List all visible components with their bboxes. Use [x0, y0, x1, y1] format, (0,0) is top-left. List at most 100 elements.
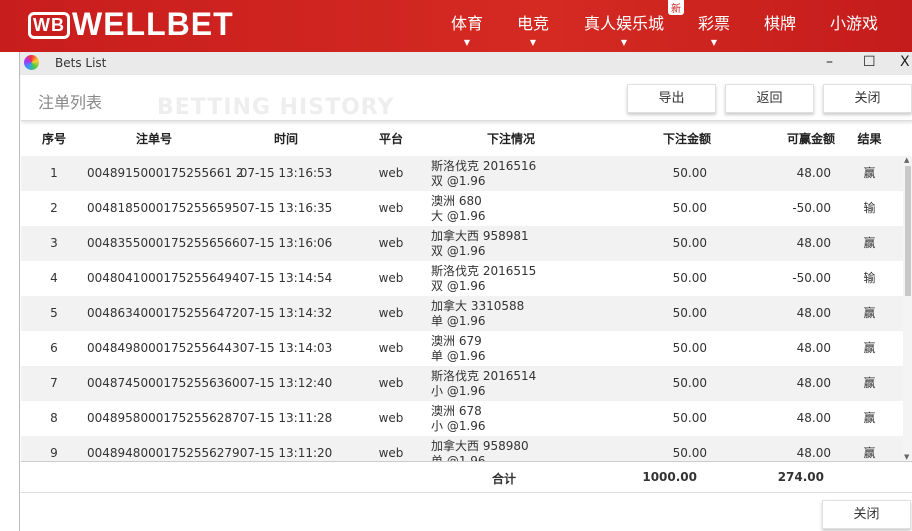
new-badge: 新 [668, 0, 684, 15]
cell-time: 07-15 13:16:35 [221, 191, 351, 226]
nav-mini-games[interactable]: 小游戏 [830, 10, 878, 34]
nav-lottery[interactable]: 彩票 ▼ [698, 10, 730, 47]
cell-platform: web [351, 191, 431, 226]
nav-chess[interactable]: 棋牌 [764, 10, 796, 34]
cell-stake: 50.00 [591, 261, 711, 296]
caret-down-icon: ▼ [710, 38, 718, 47]
cell-text: web [378, 236, 404, 250]
cell-text: 48.00 [796, 306, 831, 320]
cell-bet-detail: 澳洲 680 大 @1.96 [431, 191, 591, 226]
window-close-button[interactable]: X [900, 54, 910, 70]
bet-market: 加拿大 3310588 [431, 298, 525, 313]
cell-text: 00489480001752556279 [87, 446, 240, 460]
cell-text: 07-15 13:14:03 [239, 341, 333, 355]
total-win: 274.00 [777, 470, 824, 484]
cell-text: 50.00 [672, 236, 707, 250]
cell-stake: 50.00 [591, 226, 711, 261]
app-icon [24, 55, 39, 70]
cell-index: 1 [21, 156, 87, 191]
export-button[interactable]: 导出 [627, 84, 716, 113]
totals-label: 合计 [492, 472, 517, 486]
cell-text: 50.00 [672, 376, 707, 390]
header-row: 序号 注单号 时间 平台 下注情况 下注金额 可赢金额 结果 [21, 121, 904, 156]
cell-text: 赢 [863, 236, 876, 250]
nav-live-casino[interactable]: 真人娱乐城 ▼ [584, 10, 664, 47]
cell-text: 50.00 [672, 306, 707, 320]
cell-time: 07-15 13:14:54 [221, 261, 351, 296]
cell-bet-id: 00481850001752556595 [87, 191, 240, 226]
bet-selection: 小 @1.96 [431, 418, 486, 433]
cell-time: 07-15 13:11:20 [221, 436, 351, 461]
title-bar[interactable]: Bets List – ☐ X [20, 52, 912, 75]
nav-esports[interactable]: 电竞 ▼ [517, 10, 549, 47]
cell-text: 50.00 [672, 411, 707, 425]
table-row[interactable]: 1 0048915000175255661 2 07-15 13:16:53 web 斯… [21, 156, 904, 191]
bets-table-body[interactable]: 1 0048915000175255661 2 07-15 13:16:53 web 斯… [21, 156, 904, 461]
nav-label: 体育 [451, 14, 484, 33]
cell-time: 07-15 13:14:03 [221, 331, 351, 366]
cell-platform: web [351, 156, 431, 191]
header-col-bet-detail: 下注情况 [486, 132, 535, 146]
footer-close-button[interactable]: 关闭 [822, 500, 911, 529]
cell-text: 48.00 [796, 376, 831, 390]
cell-win: 48.00 [711, 366, 835, 401]
vertical-scrollbar[interactable]: ▲ ▼ [903, 156, 912, 461]
cell-text: 48.00 [796, 446, 831, 460]
minimize-button[interactable]: – [826, 54, 833, 70]
wellbet-logo[interactable]: WB WELLBET [28, 6, 234, 43]
cell-bet-id: 00484980001752556443 [87, 331, 240, 366]
maximize-button[interactable]: ☐ [863, 54, 876, 70]
header-col-result: 结果 [857, 132, 882, 146]
table-row[interactable]: 2 00481850001752556595 07-15 13:16:35 web 澳洲… [21, 191, 904, 226]
cell-text: 1 [50, 166, 58, 180]
cell-text: 00487450001752556360 [87, 376, 240, 390]
cell-result: 输 [835, 261, 904, 296]
caret-down-icon: ▼ [529, 38, 537, 47]
cell-time: 07-15 13:16:06 [221, 226, 351, 261]
scroll-up-arrow-icon[interactable]: ▲ [904, 156, 910, 164]
cell-bet-id: 00489580001752556287 [87, 401, 240, 436]
cell-text: web [378, 166, 404, 180]
cell-text: 4 [50, 271, 58, 285]
cell-text: 赢 [863, 306, 876, 320]
table-row[interactable]: 3 00483550001752556566 07-15 13:16:06 web 加拿… [21, 226, 904, 261]
cell-text: web [378, 271, 404, 285]
cell-text: 48.00 [796, 341, 831, 355]
table-row[interactable]: 8 00489580001752556287 07-15 13:11:28 web 澳洲… [21, 401, 904, 436]
cell-win: 48.00 [711, 226, 835, 261]
cell-index: 9 [21, 436, 87, 461]
cell-text: 8 [50, 411, 58, 425]
table-row[interactable]: 5 00486340001752556472 07-15 13:14:32 web 加拿… [21, 296, 904, 331]
back-button[interactable]: 返回 [725, 84, 814, 113]
cell-text: 50.00 [672, 201, 707, 215]
table-row[interactable]: 4 00480410001752556494 07-15 13:14:54 web 斯洛… [21, 261, 904, 296]
cell-text: 00486340001752556472 [87, 306, 240, 320]
cell-stake: 50.00 [591, 331, 711, 366]
scroll-down-arrow-icon[interactable]: ▼ [904, 453, 910, 461]
cell-bet-detail: 澳洲 679 单 @1.96 [431, 331, 591, 366]
cell-stake: 50.00 [591, 366, 711, 401]
table-row[interactable]: 9 00489480001752556279 07-15 13:11:20 web 加拿… [21, 436, 904, 461]
cell-win: 48.00 [711, 436, 835, 461]
cell-text: 07-15 13:12:40 [239, 376, 333, 390]
cell-text: web [378, 341, 404, 355]
scrollbar-thumb[interactable] [905, 166, 911, 296]
cell-text: 07-15 13:16:06 [239, 236, 333, 250]
cell-bet-detail: 加拿大 3310588 单 @1.96 [431, 296, 591, 331]
table-row[interactable]: 6 00484980001752556443 07-15 13:14:03 web 澳洲… [21, 331, 904, 366]
table-row[interactable]: 7 00487450001752556360 07-15 13:12:40 web 斯洛… [21, 366, 904, 401]
cell-text: 9 [50, 446, 58, 460]
cell-bet-id: 00486340001752556472 [87, 296, 240, 331]
nav-sports[interactable]: 体育 ▼ [451, 10, 484, 47]
cell-text: 00483550001752556566 [87, 236, 240, 250]
cell-text: 50.00 [672, 166, 707, 180]
bet-selection: 单 @1.96 [431, 453, 486, 462]
cell-win: -50.00 [711, 261, 835, 296]
cell-bet-id: 00483550001752556566 [87, 226, 240, 261]
cell-text: 赢 [863, 341, 876, 355]
close-button[interactable]: 关闭 [823, 84, 912, 113]
cell-platform: web [351, 261, 431, 296]
bets-table: 1 0048915000175255661 2 07-15 13:16:53 web 斯… [21, 156, 904, 461]
header-col-stake: 下注金额 [662, 132, 711, 146]
logo-text: WELLBET [72, 6, 234, 42]
